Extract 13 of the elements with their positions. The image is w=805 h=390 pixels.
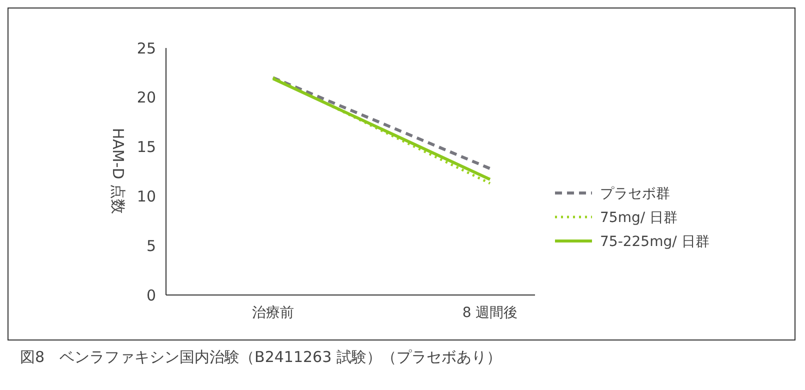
x-tick-label: 8 週間後 <box>462 305 518 321</box>
y-tick-label: 15 <box>136 138 156 156</box>
y-tick-label: 5 <box>146 236 156 255</box>
y-tick-label: 10 <box>136 187 156 206</box>
text: 図8 ベンラファキシン国内治験（B2411263 試験）（プラセボあり） <box>20 348 502 366</box>
x-tick-label: 治療前 <box>252 305 294 321</box>
y-tick-label: 0 <box>146 286 156 304</box>
y-tick-label: 25 <box>136 39 156 58</box>
y-tick-label: 20 <box>136 88 156 107</box>
legend-label: プラセボ群 <box>600 186 670 202</box>
y-axis-title: HAM-D 点数 <box>108 128 127 214</box>
legend-label: 75mg/ 日群 <box>600 210 678 226</box>
legend-label: 75-225mg/ 日群 <box>600 234 710 250</box>
